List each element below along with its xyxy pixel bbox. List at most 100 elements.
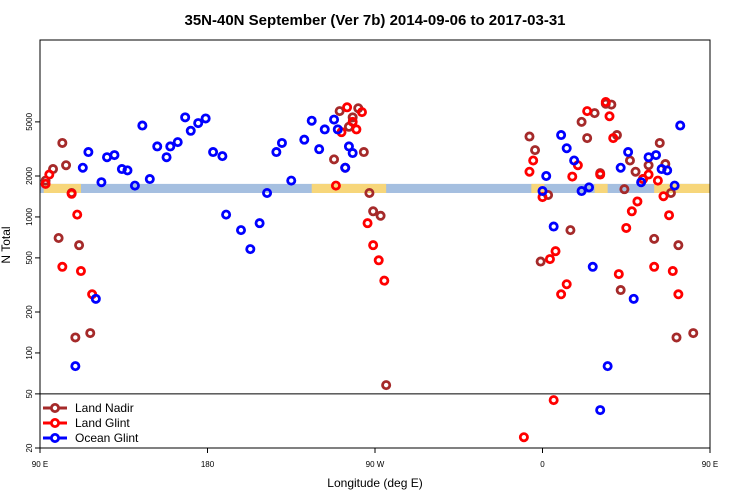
land-nadir-point	[85, 328, 96, 339]
legend-swatch-marker	[50, 402, 61, 413]
y-tick-label: 2000	[25, 167, 34, 185]
y-tick-label: 1000	[25, 207, 34, 225]
ocean-glint-point	[561, 143, 572, 154]
land-glint-point	[373, 255, 384, 266]
land-glint-point	[667, 266, 678, 277]
x-axis-label: Longitude (deg E)	[327, 476, 422, 490]
land-glint-point	[44, 169, 55, 180]
y-tick-label: 5000	[25, 112, 34, 130]
ocean-glint-point	[595, 405, 606, 416]
land-nadir-point	[358, 147, 369, 158]
land-glint-point	[643, 169, 654, 180]
land-nadir-point	[364, 187, 375, 198]
chart-title: 35N-40N September (Ver 7b) 2014-09-06 to…	[184, 12, 565, 29]
land-glint-point	[72, 209, 83, 220]
data-points	[40, 97, 699, 443]
ocean-glint-point	[651, 150, 662, 161]
land-nadir-point	[565, 225, 576, 236]
land-nadir-point	[619, 184, 630, 195]
ocean-glint-point	[221, 209, 232, 220]
ocean-glint-point	[137, 120, 148, 131]
ocean-glint-point	[77, 162, 88, 173]
land-nadir-point	[70, 332, 81, 343]
y-tick-label: 500	[25, 251, 34, 265]
x-axis: 90 E 180 90 W 0 90 E	[32, 448, 718, 469]
legend-item-land-nadir: Land Nadir	[43, 401, 134, 415]
land-nadir-point	[368, 206, 379, 217]
y-axis: 20 50 100 200 500 1000 2000 5000	[25, 112, 40, 452]
land-glint-point	[351, 124, 362, 135]
ocean-glint-point	[306, 115, 317, 126]
ocean-glint-point	[217, 151, 228, 162]
land-band-segment	[43, 183, 81, 193]
land-glint-point	[368, 240, 379, 251]
land-nadir-point	[535, 256, 546, 267]
ocean-glint-point	[83, 147, 94, 158]
land-glint-point	[518, 432, 529, 443]
land-nadir-point	[347, 112, 358, 123]
x-tick-label: 90 E	[702, 460, 718, 469]
ocean-glint-point	[319, 124, 330, 135]
land-band-segment	[531, 183, 545, 193]
land-glint-point	[658, 191, 669, 202]
land-nadir-point	[530, 145, 541, 156]
ocean-glint-point	[587, 261, 598, 272]
y-axis-label: N Total	[0, 226, 13, 263]
ocean-glint-point	[623, 147, 634, 158]
land-nadir-point	[654, 137, 665, 148]
land-glint-point	[528, 155, 539, 166]
ocean-glint-point	[347, 148, 358, 159]
land-glint-point	[673, 289, 684, 300]
legend-label: Land Nadir	[75, 401, 134, 415]
x-tick-label: 90 W	[366, 460, 385, 469]
land-nadir-point	[57, 137, 68, 148]
ocean-glint-point	[180, 112, 191, 123]
x-tick-label: 90 E	[32, 460, 48, 469]
ocean-glint-point	[235, 225, 246, 236]
land-glint-point	[567, 171, 578, 182]
land-nadir-point	[688, 328, 699, 339]
land-nadir-point	[624, 155, 635, 166]
land-nadir-point	[615, 285, 626, 296]
ocean-glint-point	[109, 150, 120, 161]
ocean-glint-point	[602, 361, 613, 372]
land-nadir-point	[576, 116, 587, 127]
land-glint-point	[379, 275, 390, 286]
ocean-glint-point	[286, 175, 297, 186]
ocean-glint-point	[548, 221, 559, 232]
land-nadir-point	[630, 166, 641, 177]
land-glint-point	[649, 261, 660, 272]
land-glint-point	[75, 266, 86, 277]
ocean-glint-point	[90, 293, 101, 304]
ocean-glint-point	[193, 118, 204, 129]
ocean-glint-point	[271, 147, 282, 158]
land-glint-point	[524, 166, 535, 177]
land-band-segment	[311, 183, 387, 193]
ocean-glint-point	[628, 293, 639, 304]
legend-item-land-glint: Land Glint	[43, 416, 130, 430]
land-glint-point	[57, 261, 68, 272]
land-nadir-point	[643, 160, 654, 171]
land-glint-point	[342, 102, 353, 113]
ocean-glint-point	[96, 177, 107, 188]
ocean-glint-point	[340, 162, 351, 173]
ocean-glint-point	[584, 182, 595, 193]
land-glint-point	[356, 107, 367, 118]
ocean-glint-point	[576, 186, 587, 197]
land-glint-point	[582, 106, 593, 117]
land-glint-point	[556, 289, 567, 300]
land-nadir-point	[329, 154, 340, 165]
ocean-glint-point	[636, 177, 647, 188]
land-glint-point	[544, 254, 555, 265]
ocean-glint-point	[245, 244, 256, 255]
ocean-glint-point	[262, 187, 273, 198]
ocean-glint-point	[254, 218, 265, 229]
land-glint-point	[652, 175, 663, 186]
ocean-glint-point	[122, 165, 133, 176]
land-band-segment	[654, 183, 710, 193]
land-nadir-point	[381, 380, 392, 391]
legend-swatch-marker	[50, 432, 61, 443]
land-nadir-point	[334, 106, 345, 117]
land-glint-point	[561, 279, 572, 290]
land-glint-point	[548, 395, 559, 406]
